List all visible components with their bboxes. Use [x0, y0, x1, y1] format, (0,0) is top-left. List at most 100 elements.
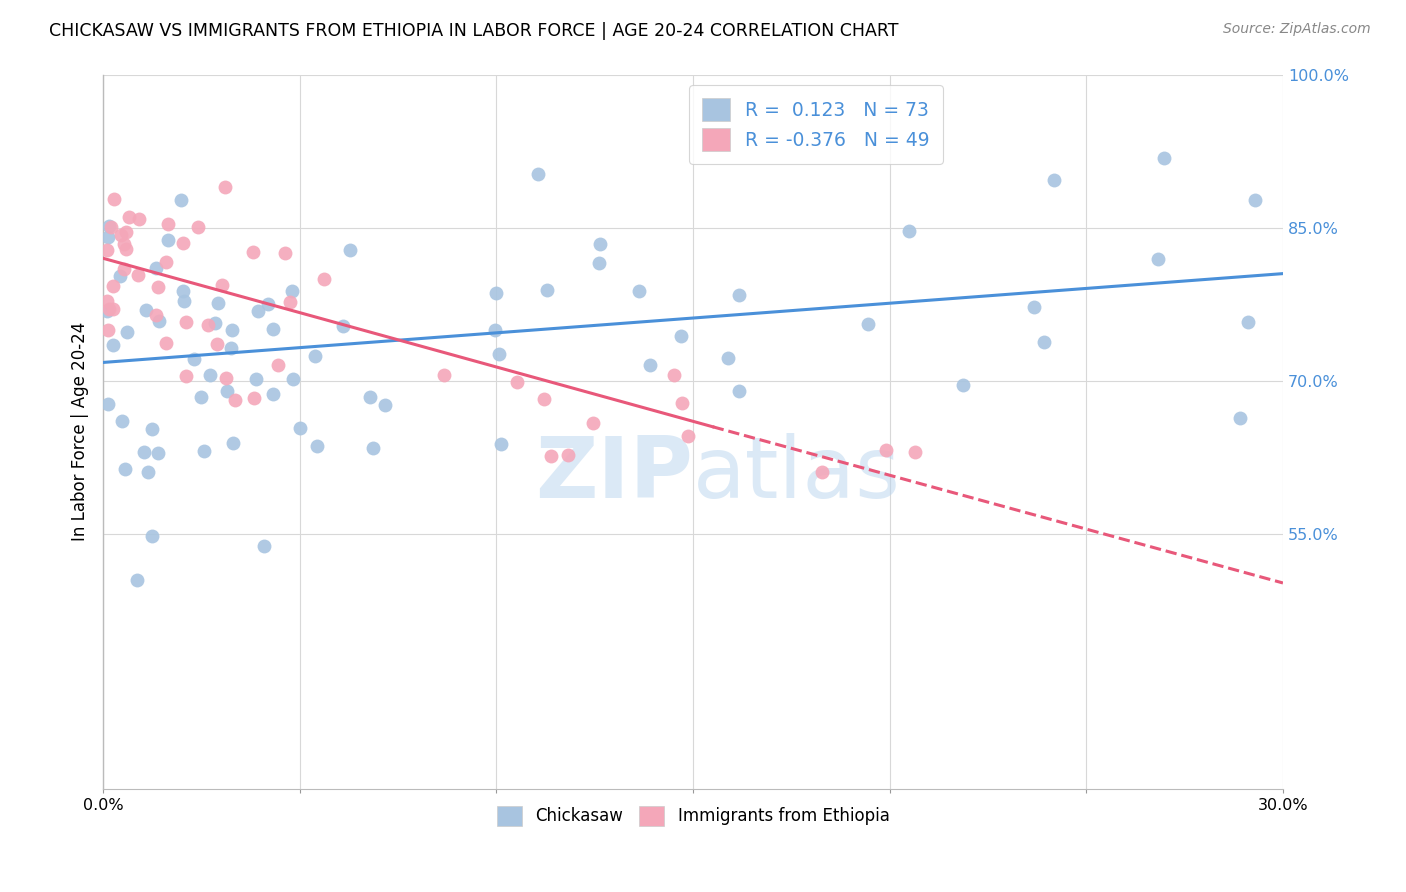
- Point: [101, 301, 124, 316]
- Point: [128, 212, 150, 227]
- Point: [811, 465, 834, 479]
- Point: [125, 573, 148, 587]
- Point: [207, 295, 229, 310]
- Point: [141, 422, 163, 436]
- Point: [97, 397, 120, 411]
- Point: [96, 293, 118, 308]
- Point: [141, 529, 163, 543]
- Point: [540, 449, 562, 463]
- Point: [588, 237, 610, 252]
- Point: [111, 414, 134, 428]
- Point: [136, 466, 159, 480]
- Point: [662, 368, 685, 382]
- Point: [897, 224, 920, 238]
- Point: [197, 318, 219, 333]
- Point: [374, 398, 396, 412]
- Point: [110, 227, 132, 242]
- Point: [671, 396, 693, 410]
- Point: [145, 308, 167, 322]
- Point: [359, 390, 381, 404]
- Point: [221, 436, 243, 450]
- Point: [1244, 193, 1267, 207]
- Point: [100, 219, 122, 234]
- Point: [581, 416, 603, 430]
- Point: [157, 233, 180, 247]
- Point: [155, 336, 177, 351]
- Point: [215, 384, 238, 398]
- Point: [103, 192, 125, 206]
- Point: [172, 285, 194, 299]
- Point: [148, 314, 170, 328]
- Point: [118, 210, 141, 224]
- Point: [96, 243, 118, 257]
- Point: [173, 294, 195, 309]
- Point: [728, 288, 751, 302]
- Point: [557, 449, 579, 463]
- Point: [172, 236, 194, 251]
- Point: [174, 315, 197, 329]
- Point: [146, 446, 169, 460]
- Point: [1237, 316, 1260, 330]
- Point: [211, 278, 233, 293]
- Point: [170, 193, 193, 207]
- Point: [361, 441, 384, 455]
- Point: [262, 322, 284, 336]
- Text: atlas: atlas: [693, 434, 901, 516]
- Point: [115, 225, 138, 239]
- Text: ZIP: ZIP: [536, 434, 693, 516]
- Point: [488, 347, 510, 361]
- Point: [157, 218, 180, 232]
- Point: [103, 338, 125, 352]
- Point: [856, 317, 879, 331]
- Text: CHICKASAW VS IMMIGRANTS FROM ETHIOPIA IN LABOR FORCE | AGE 20-24 CORRELATION CHA: CHICKASAW VS IMMIGRANTS FROM ETHIOPIA IN…: [49, 22, 898, 40]
- Point: [112, 261, 135, 276]
- Point: [193, 444, 215, 458]
- Point: [274, 246, 297, 260]
- Point: [484, 323, 506, 337]
- Point: [588, 256, 610, 270]
- Point: [97, 219, 120, 233]
- Point: [187, 219, 209, 234]
- Point: [190, 390, 212, 404]
- Point: [266, 358, 288, 372]
- Point: [536, 283, 558, 297]
- Y-axis label: In Labor Force | Age 20-24: In Labor Force | Age 20-24: [72, 322, 89, 541]
- Point: [135, 302, 157, 317]
- Point: [304, 349, 326, 363]
- Legend: Chickasaw, Immigrants from Ethiopia: Chickasaw, Immigrants from Ethiopia: [488, 797, 898, 835]
- Point: [112, 237, 135, 252]
- Point: [533, 392, 555, 406]
- Point: [484, 286, 506, 301]
- Point: [146, 279, 169, 293]
- Point: [281, 372, 304, 386]
- Point: [1043, 173, 1066, 187]
- Point: [433, 368, 456, 383]
- Point: [339, 243, 361, 257]
- Point: [183, 352, 205, 367]
- Point: [205, 337, 228, 351]
- Point: [676, 429, 699, 443]
- Point: [312, 272, 335, 286]
- Point: [952, 377, 974, 392]
- Point: [875, 443, 897, 458]
- Point: [290, 420, 312, 434]
- Point: [527, 167, 550, 181]
- Point: [204, 316, 226, 330]
- Point: [115, 325, 138, 339]
- Point: [332, 319, 354, 334]
- Point: [200, 368, 222, 383]
- Point: [98, 301, 121, 316]
- Point: [221, 323, 243, 337]
- Point: [108, 268, 131, 283]
- Point: [1153, 151, 1175, 165]
- Point: [1229, 411, 1251, 425]
- Point: [278, 295, 301, 310]
- Point: [243, 391, 266, 405]
- Point: [252, 539, 274, 553]
- Point: [256, 297, 278, 311]
- Point: [904, 445, 927, 459]
- Point: [103, 278, 125, 293]
- Point: [305, 439, 328, 453]
- Point: [114, 462, 136, 476]
- Point: [1022, 300, 1045, 314]
